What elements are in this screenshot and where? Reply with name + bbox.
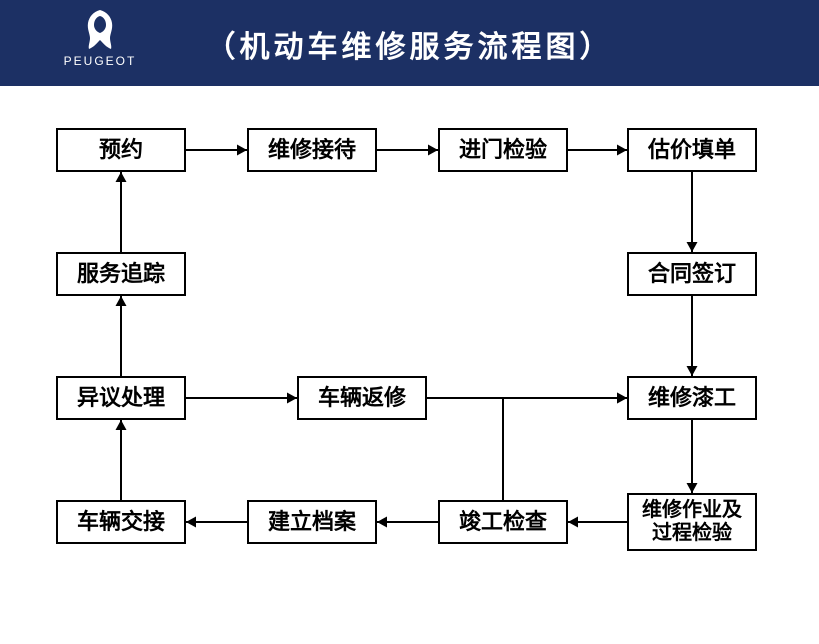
flow-node-tracking: 服务追踪 <box>56 252 186 296</box>
flow-node-operation: 维修作业及过程检验 <box>627 493 757 551</box>
flow-node-paint: 维修漆工 <box>627 376 757 420</box>
flowchart-canvas: 预约 维修接待 进门检验 估价填单服务追踪 合同签订异议处理 车辆返修 维修漆工车辆交接 建立… <box>0 86 819 644</box>
page-title: （机动车维修服务流程图） <box>0 22 819 66</box>
flow-node-contract: 合同签订 <box>627 252 757 296</box>
flow-node-dispute: 异议处理 <box>56 376 186 420</box>
flow-node-finalcheck: 竣工检查 <box>438 500 568 544</box>
flow-node-delivery: 车辆交接 <box>56 500 186 544</box>
flow-node-rework: 车辆返修 <box>297 376 427 420</box>
flow-node-estimate: 估价填单 <box>627 128 757 172</box>
flow-node-archive: 建立档案 <box>247 500 377 544</box>
header: PEUGEOT （机动车维修服务流程图） <box>0 0 819 86</box>
flow-node-gatecheck: 进门检验 <box>438 128 568 172</box>
flow-node-appoint: 预约 <box>56 128 186 172</box>
flow-node-reception: 维修接待 <box>247 128 377 172</box>
